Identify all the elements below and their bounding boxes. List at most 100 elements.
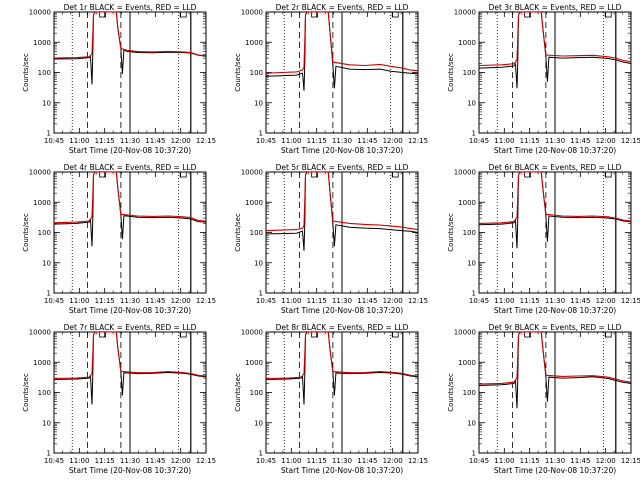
x-tick-label: 11:15 [520,457,540,465]
y-tick-label: 100 [250,389,263,397]
y-tick-label: 10000 [29,329,51,337]
x-tick-label: 11:00 [69,457,89,465]
y-tick-label: 10000 [241,169,263,177]
x-tick-label: 11:00 [281,457,301,465]
x-tick-label: 12:15 [408,457,428,465]
x-tick-label: 12:00 [171,137,191,145]
y-tick-label: 1 [47,130,51,138]
y-tick-label: 1000 [245,359,263,367]
x-tick-label: 11:45 [357,297,377,305]
x-tick-label: 11:30 [545,297,565,305]
flag-marker [604,11,612,18]
y-tick-label: 10000 [454,9,476,17]
y-tick-label: 100 [250,229,263,237]
x-tick-label: 11:00 [69,137,89,145]
x-tick-label: 10:45 [469,297,489,305]
x-axis-label: Start Time (20-Nov-08 10:37:20) [69,466,191,475]
x-tick-label: 10:45 [44,297,64,305]
y-axis-label: Counts/sec [447,53,455,92]
x-tick-label: 11:45 [570,457,590,465]
x-tick-label: 11:30 [120,457,140,465]
x-tick-label: 11:00 [281,297,301,305]
y-tick-label: 1000 [245,199,263,207]
y-tick-label: 100 [38,69,51,77]
flag-marker [604,171,612,178]
panel-det-5: Det 5r BLACK = Events, RED = LLD 1 10 100 10… [234,163,428,315]
x-tick-label: 10:45 [256,137,276,145]
y-tick-label: 100 [250,69,263,77]
y-tick-label: 1 [472,130,476,138]
y-tick-label: 100 [463,229,476,237]
panel-title: Det 5r BLACK = Events, RED = LLD [276,163,409,172]
y-axis-label: Counts/sec [234,213,242,252]
x-tick-label: 12:00 [383,297,403,305]
y-tick-label: 1000 [33,199,51,207]
panel-title: Det 8r BLACK = Events, RED = LLD [276,323,409,332]
y-tick-label: 1 [259,290,263,298]
x-tick-label: 12:00 [596,457,616,465]
y-tick-label: 10 [467,259,476,267]
x-tick-label: 10:45 [44,137,64,145]
lld-series-line [54,12,206,59]
y-tick-label: 10 [254,99,263,107]
y-tick-label: 1000 [458,199,476,207]
y-tick-label: 10 [42,99,51,107]
x-axis-label: Start Time (20-Nov-08 10:37:20) [281,146,403,155]
x-tick-label: 11:00 [494,297,514,305]
y-tick-label: 1 [47,290,51,298]
y-tick-label: 1000 [245,39,263,47]
x-tick-label: 11:15 [307,457,327,465]
y-tick-label: 1 [472,450,476,458]
x-tick-label: 11:30 [120,137,140,145]
x-tick-label: 12:00 [383,457,403,465]
x-tick-label: 11:30 [545,457,565,465]
x-tick-label: 11:00 [494,137,514,145]
x-axis-label: Start Time (20-Nov-08 10:37:20) [494,306,616,315]
panel-det-7: Det 7r BLACK = Events, RED = LLD 1 10 100 10… [22,323,216,475]
x-tick-label: 11:45 [570,297,590,305]
x-tick-label: 12:15 [196,137,216,145]
flag-marker [391,171,399,178]
x-tick-label: 12:00 [383,137,403,145]
x-tick-label: 11:00 [494,457,514,465]
x-tick-label: 11:30 [120,297,140,305]
y-tick-label: 1 [259,130,263,138]
y-axis-label: Counts/sec [22,373,30,412]
y-axis-label: Counts/sec [22,53,30,92]
x-tick-label: 12:00 [596,137,616,145]
x-tick-label: 12:15 [408,297,428,305]
x-tick-label: 11:45 [357,137,377,145]
y-tick-label: 10000 [29,9,51,17]
x-tick-label: 11:45 [570,137,590,145]
lld-series-line [54,172,206,224]
y-axis-label: Counts/sec [234,53,242,92]
x-axis-label: Start Time (20-Nov-08 10:37:20) [494,146,616,155]
x-tick-label: 11:15 [307,137,327,145]
y-tick-label: 10000 [241,9,263,17]
flag-marker [179,171,187,178]
x-tick-label: 12:00 [171,297,191,305]
flag-marker [391,11,399,18]
panel-det-8: Det 8r BLACK = Events, RED = LLD 1 10 100 10… [234,323,428,475]
x-tick-label: 11:30 [332,457,352,465]
y-tick-label: 10000 [454,329,476,337]
x-tick-label: 10:45 [256,297,276,305]
x-axis-label: Start Time (20-Nov-08 10:37:20) [494,466,616,475]
panel-title: Det 4r BLACK = Events, RED = LLD [64,163,197,172]
y-tick-label: 10 [42,419,51,427]
y-tick-label: 1000 [33,39,51,47]
flag-marker [179,11,187,18]
x-tick-label: 11:45 [145,457,165,465]
x-tick-label: 12:15 [621,457,640,465]
y-tick-label: 10 [467,99,476,107]
y-tick-label: 10000 [29,169,51,177]
x-tick-label: 11:45 [145,297,165,305]
y-tick-label: 100 [463,69,476,77]
y-tick-label: 100 [38,229,51,237]
x-tick-label: 12:00 [171,457,191,465]
y-axis-label: Counts/sec [22,213,30,252]
x-tick-label: 11:45 [145,137,165,145]
panel-title: Det 1r BLACK = Events, RED = LLD [64,3,197,12]
x-tick-label: 11:30 [332,137,352,145]
